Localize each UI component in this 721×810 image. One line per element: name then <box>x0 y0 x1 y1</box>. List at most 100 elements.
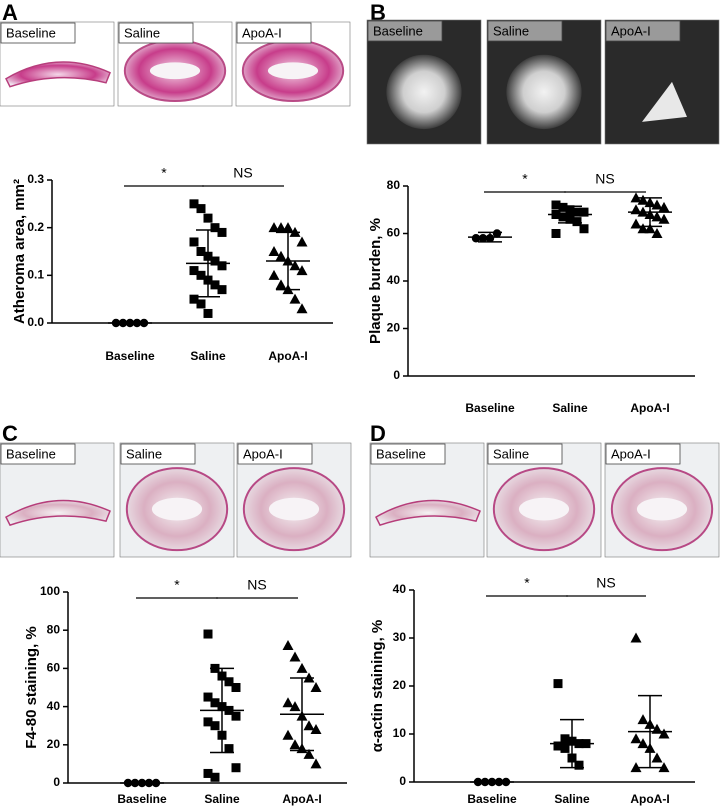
point <box>210 772 220 782</box>
point <box>303 720 315 731</box>
point <box>224 744 234 754</box>
point <box>574 760 584 770</box>
point <box>289 260 301 271</box>
image-label-box <box>605 20 681 42</box>
point <box>224 677 234 687</box>
point <box>282 222 294 233</box>
image-label: Saline <box>124 25 160 40</box>
significance-label: NS <box>233 165 252 181</box>
point <box>217 285 227 295</box>
point <box>637 223 649 234</box>
image-label-box <box>605 443 681 465</box>
point <box>558 202 568 212</box>
point <box>558 212 568 222</box>
x-tick-label: ApoA-I <box>268 349 307 363</box>
point <box>189 199 199 209</box>
image-label: Baseline <box>373 23 423 38</box>
point <box>658 213 670 224</box>
point <box>296 236 308 247</box>
x-tick-label: ApoA-I <box>282 792 321 806</box>
lumen <box>636 497 688 521</box>
point <box>203 717 213 727</box>
y-tick-label: 0.2 <box>27 220 44 234</box>
lesion <box>386 54 462 130</box>
image-label-box <box>236 22 312 44</box>
image-label: ApoA-I <box>243 446 283 461</box>
image-label: ApoA-I <box>611 446 651 461</box>
point <box>282 697 294 708</box>
y-tick-label: 0 <box>393 368 400 382</box>
panel-letter: B <box>370 0 386 25</box>
panel-letter: C <box>2 421 18 446</box>
y-tick-label: 0.1 <box>27 268 44 282</box>
panel-letter: A <box>2 0 18 25</box>
point <box>210 280 220 290</box>
y-tick-label: 30 <box>393 630 407 644</box>
image-label-box <box>0 22 76 44</box>
point <box>231 711 241 721</box>
point <box>282 639 294 650</box>
point <box>196 270 206 280</box>
significance-label: NS <box>596 575 615 591</box>
x-tick-label: ApoA-I <box>630 401 669 415</box>
image-label: Baseline <box>6 446 56 461</box>
point <box>210 721 220 731</box>
lumen <box>268 497 320 521</box>
y-tick-label: 80 <box>47 622 61 636</box>
point <box>630 192 642 203</box>
point <box>478 234 488 243</box>
point <box>296 303 308 314</box>
tissue <box>5 61 111 88</box>
point <box>189 266 199 276</box>
image-label-box <box>120 443 196 465</box>
image-label: Saline <box>493 23 529 38</box>
point <box>658 201 670 212</box>
point <box>289 701 301 712</box>
image-label: ApoA-I <box>242 25 282 40</box>
point <box>553 679 563 689</box>
lumen <box>267 62 319 80</box>
point <box>210 698 220 708</box>
x-tick-label: Baseline <box>117 792 167 806</box>
point <box>560 734 570 744</box>
point <box>658 762 670 773</box>
point <box>303 748 315 759</box>
image-label-box <box>367 20 443 42</box>
image-label: Baseline <box>376 446 426 461</box>
point <box>231 763 241 773</box>
point <box>275 279 287 290</box>
point <box>630 762 642 773</box>
point <box>203 768 213 778</box>
point <box>189 294 199 304</box>
y-tick-label: 0 <box>399 774 406 788</box>
point <box>579 207 589 217</box>
y-tick-label: 20 <box>47 737 61 751</box>
point <box>203 629 213 639</box>
point <box>189 237 199 247</box>
point <box>289 293 301 304</box>
point <box>651 752 663 763</box>
point <box>268 269 280 280</box>
tissue <box>5 499 111 527</box>
y-tick-label: 60 <box>47 661 61 675</box>
significance-label: NS <box>247 577 266 593</box>
point <box>553 741 563 751</box>
x-tick-label: Saline <box>552 401 588 415</box>
significance-label: * <box>524 575 530 591</box>
point <box>658 728 670 739</box>
point <box>471 234 481 243</box>
image-label-box <box>118 22 194 44</box>
y-tick-label: 10 <box>393 726 407 740</box>
point <box>551 200 561 210</box>
y-tick-label: 20 <box>393 678 407 692</box>
y-tick-label: 0 <box>53 775 60 789</box>
y-axis-label: Plaque burden, % <box>367 218 384 344</box>
y-tick-label: 20 <box>387 321 401 335</box>
lumen <box>518 497 570 521</box>
point <box>637 714 649 725</box>
point <box>310 758 322 769</box>
point <box>644 223 656 234</box>
image-label: Saline <box>126 446 162 461</box>
y-tick-label: 100 <box>40 584 60 598</box>
